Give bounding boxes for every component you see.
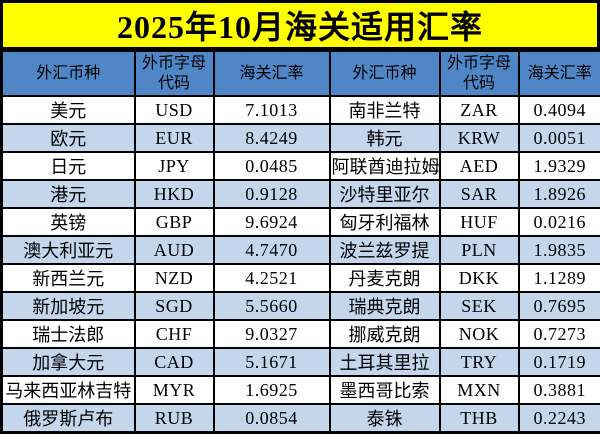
- rate-cell: 1.8926: [519, 180, 600, 208]
- currency-code-cell: SGD: [135, 292, 214, 320]
- currency-code-cell: USD: [135, 96, 214, 124]
- currency-name-cell: 沙特里亚尔: [330, 180, 440, 208]
- currency-code-cell: RUB: [135, 404, 214, 433]
- rate-cell: 1.1289: [519, 264, 600, 292]
- currency-name-cell: 丹麦克朗: [330, 264, 440, 292]
- currency-code-cell: KRW: [440, 124, 519, 152]
- currency-code-cell: NOK: [440, 320, 519, 348]
- column-header-code-right: 外币字母代码: [440, 51, 519, 96]
- currency-code-cell: MXN: [440, 376, 519, 404]
- currency-code-cell: CAD: [135, 348, 214, 376]
- rate-cell: 1.6925: [214, 376, 330, 404]
- rate-cell: 8.4249: [214, 124, 330, 152]
- rate-cell: 0.0485: [214, 152, 330, 180]
- rate-cell: 0.7273: [519, 320, 600, 348]
- currency-code-cell: ZAR: [440, 96, 519, 124]
- rate-cell: 0.9128: [214, 180, 330, 208]
- currency-name-cell: 欧元: [2, 124, 135, 152]
- header-row: 外汇币种 外币字母代码 海关汇率 外汇币种 外币字母代码 海关汇率: [2, 51, 600, 96]
- currency-name-cell: 挪威克朗: [330, 320, 440, 348]
- rate-cell: 5.5660: [214, 292, 330, 320]
- rate-cell: 9.6924: [214, 208, 330, 236]
- currency-code-cell: TRY: [440, 348, 519, 376]
- currency-name-cell: 瑞士法郎: [2, 320, 135, 348]
- currency-code-cell: CHF: [135, 320, 214, 348]
- currency-name-cell: 瑞典克朗: [330, 292, 440, 320]
- currency-code-cell: SAR: [440, 180, 519, 208]
- currency-name-cell: 加拿大元: [2, 348, 135, 376]
- currency-code-cell: HKD: [135, 180, 214, 208]
- currency-code-cell: HUF: [440, 208, 519, 236]
- column-header-rate-left: 海关汇率: [214, 51, 330, 96]
- currency-name-cell: 马来西亚林吉特: [2, 376, 135, 404]
- rate-cell: 0.0216: [519, 208, 600, 236]
- column-header-rate-right: 海关汇率: [519, 51, 600, 96]
- column-header-currency-left: 外汇币种: [2, 51, 135, 96]
- currency-name-cell: 英镑: [2, 208, 135, 236]
- currency-name-cell: 港元: [2, 180, 135, 208]
- column-header-currency-right: 外汇币种: [330, 51, 440, 96]
- rate-cell: 0.1719: [519, 348, 600, 376]
- rate-cell: 4.7470: [214, 236, 330, 264]
- currency-code-cell: PLN: [440, 236, 519, 264]
- rate-cell: 0.0051: [519, 124, 600, 152]
- currency-name-cell: 韩元: [330, 124, 440, 152]
- currency-name-cell: 阿联酋迪拉姆: [330, 152, 440, 180]
- rate-cell: 5.1671: [214, 348, 330, 376]
- currency-name-cell: 墨西哥比索: [330, 376, 440, 404]
- currency-code-cell: AED: [440, 152, 519, 180]
- currency-name-cell: 日元: [2, 152, 135, 180]
- currency-code-cell: NZD: [135, 264, 214, 292]
- rate-cell: 0.2243: [519, 404, 600, 433]
- currency-code-cell: EUR: [135, 124, 214, 152]
- currency-name-cell: 南非兰特: [330, 96, 440, 124]
- currency-code-cell: THB: [440, 404, 519, 433]
- currency-name-cell: 泰铢: [330, 404, 440, 433]
- currency-name-cell: 土耳其里拉: [330, 348, 440, 376]
- currency-code-cell: GBP: [135, 208, 214, 236]
- currency-name-cell: 美元: [2, 96, 135, 124]
- currency-name-cell: 匈牙利福林: [330, 208, 440, 236]
- rate-cell: 0.0854: [214, 404, 330, 433]
- rate-cell: 4.2521: [214, 264, 330, 292]
- rate-cell: 1.9835: [519, 236, 600, 264]
- currency-code-cell: AUD: [135, 236, 214, 264]
- rate-cell: 9.0327: [214, 320, 330, 348]
- currency-code-cell: DKK: [440, 264, 519, 292]
- currency-name-cell: 澳大利亚元: [2, 236, 135, 264]
- currency-name-cell: 新西兰元: [2, 264, 135, 292]
- rate-cell: 7.1013: [214, 96, 330, 124]
- currency-code-cell: MYR: [135, 376, 214, 404]
- currency-name-cell: 俄罗斯卢布: [2, 404, 135, 433]
- currency-code-cell: JPY: [135, 152, 214, 180]
- column-header-code-left: 外币字母代码: [135, 51, 214, 96]
- currency-name-cell: 波兰兹罗提: [330, 236, 440, 264]
- rate-cell: 0.7695: [519, 292, 600, 320]
- page-title: 2025年10月海关适用汇率: [0, 0, 600, 50]
- rate-cell: 0.4094: [519, 96, 600, 124]
- rate-cell: 1.9329: [519, 152, 600, 180]
- rate-cell: 0.3881: [519, 376, 600, 404]
- currency-code-cell: SEK: [440, 292, 519, 320]
- currency-name-cell: 新加坡元: [2, 292, 135, 320]
